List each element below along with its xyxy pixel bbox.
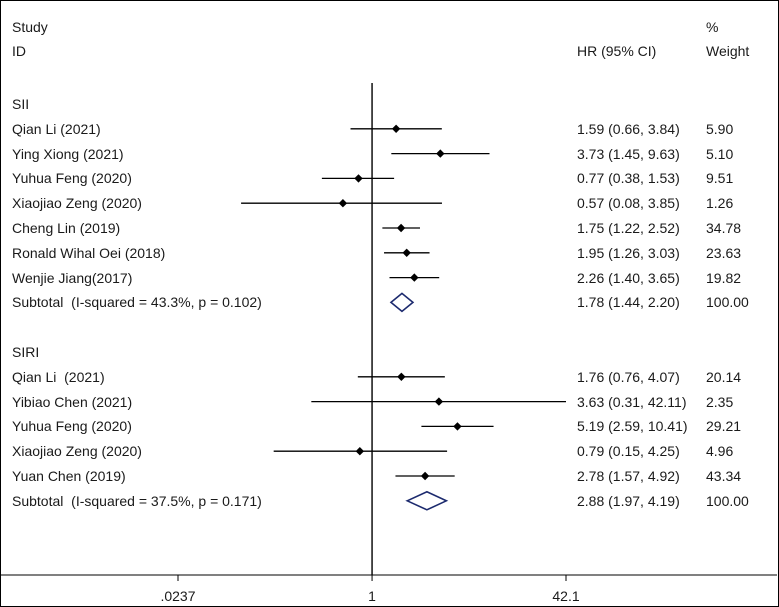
subtotal-weight: 100.00 xyxy=(706,294,749,311)
point-estimate xyxy=(453,422,462,431)
point-estimate xyxy=(396,223,406,233)
point-estimate xyxy=(354,174,363,183)
x-tick-label: 42.1 xyxy=(552,588,579,604)
study-weight: 9.51 xyxy=(706,170,734,187)
point-estimate xyxy=(420,471,430,481)
group-label: SIRI xyxy=(12,344,40,360)
subtotal-label: Subtotal (I-squared = 43.3%, p = 0.102) xyxy=(12,294,262,311)
point-estimate xyxy=(338,199,348,208)
study-label: Qian Li (2021) xyxy=(12,120,101,137)
study-label: Yuan Chen (2019) xyxy=(12,468,126,484)
study-weight: 5.10 xyxy=(706,145,734,162)
study-ci: 0.77 (0.38, 1.53) xyxy=(577,170,680,187)
subtotal-label: Subtotal (I-squared = 37.5%, p = 0.171) xyxy=(12,492,262,509)
study-ci: 3.73 (1.45, 9.63) xyxy=(577,145,680,162)
study-ci: 1.95 (1.26, 3.03) xyxy=(577,244,680,261)
study-ci: 0.79 (0.15, 4.25) xyxy=(577,443,680,460)
study-weight: 4.96 xyxy=(706,443,734,460)
subtotal-ci: 1.78 (1.44, 2.20) xyxy=(577,294,680,311)
point-estimate xyxy=(434,397,444,406)
study-weight: 43.34 xyxy=(706,468,742,484)
study-label: Yuhua Feng (2020) xyxy=(12,418,132,435)
point-estimate xyxy=(397,372,406,381)
study-ci: 1.76 (0.76, 4.07) xyxy=(577,368,680,385)
study-weight: 20.14 xyxy=(706,368,742,385)
study-label: Cheng Lin (2019) xyxy=(12,220,121,236)
study-label: Qian Li (2021) xyxy=(12,368,105,385)
study-label: Ronald Wihal Oei (2018) xyxy=(12,244,166,261)
study-label: Xiaojiao Zeng (2020) xyxy=(12,443,142,460)
group-label: SII xyxy=(12,96,30,112)
study-ci: 3.63 (0.31, 42.11) xyxy=(577,393,687,410)
header-id: ID xyxy=(12,43,26,59)
study-ci: 0.57 (0.08, 3.85) xyxy=(577,195,680,212)
subtotal-diamond xyxy=(405,490,449,511)
study-weight: 1.26 xyxy=(706,195,734,212)
header-weight: Weight xyxy=(706,43,750,59)
subtotal-diamond xyxy=(389,292,415,313)
header-percent: % xyxy=(706,19,719,35)
study-label: Yuhua Feng (2020) xyxy=(12,170,132,187)
study-weight: 23.63 xyxy=(706,244,742,261)
point-estimate xyxy=(391,124,401,133)
study-ci: 1.59 (0.66, 3.84) xyxy=(577,120,680,137)
study-ci: 1.75 (1.22, 2.52) xyxy=(577,220,680,236)
point-estimate xyxy=(436,149,445,158)
point-estimate xyxy=(410,273,419,282)
study-weight: 34.78 xyxy=(706,220,742,236)
study-weight: 2.35 xyxy=(706,393,734,410)
study-ci: 2.26 (1.40, 3.65) xyxy=(577,269,680,286)
subtotal-ci: 2.88 (1.97, 4.19) xyxy=(577,492,680,509)
point-estimate xyxy=(355,447,365,456)
study-label: Ying Xiong (2021) xyxy=(12,145,124,162)
header-study: Study xyxy=(12,19,48,35)
subtotal-weight: 100.00 xyxy=(706,492,749,509)
study-label: Wenjie Jiang(2017) xyxy=(12,269,133,286)
study-weight: 29.21 xyxy=(706,418,742,435)
study-weight: 19.82 xyxy=(706,269,742,286)
study-label: Yibiao Chen (2021) xyxy=(12,393,133,410)
study-ci: 5.19 (2.59, 10.41) xyxy=(577,418,688,435)
study-ci: 2.78 (1.57, 4.92) xyxy=(577,468,680,484)
x-tick-label: .0237 xyxy=(160,588,195,604)
point-estimate xyxy=(402,248,411,257)
header-hr: HR (95% CI) xyxy=(577,43,657,59)
study-label: Xiaojiao Zeng (2020) xyxy=(12,195,142,212)
study-weight: 5.90 xyxy=(706,120,734,137)
x-tick-label: 1 xyxy=(368,588,376,604)
